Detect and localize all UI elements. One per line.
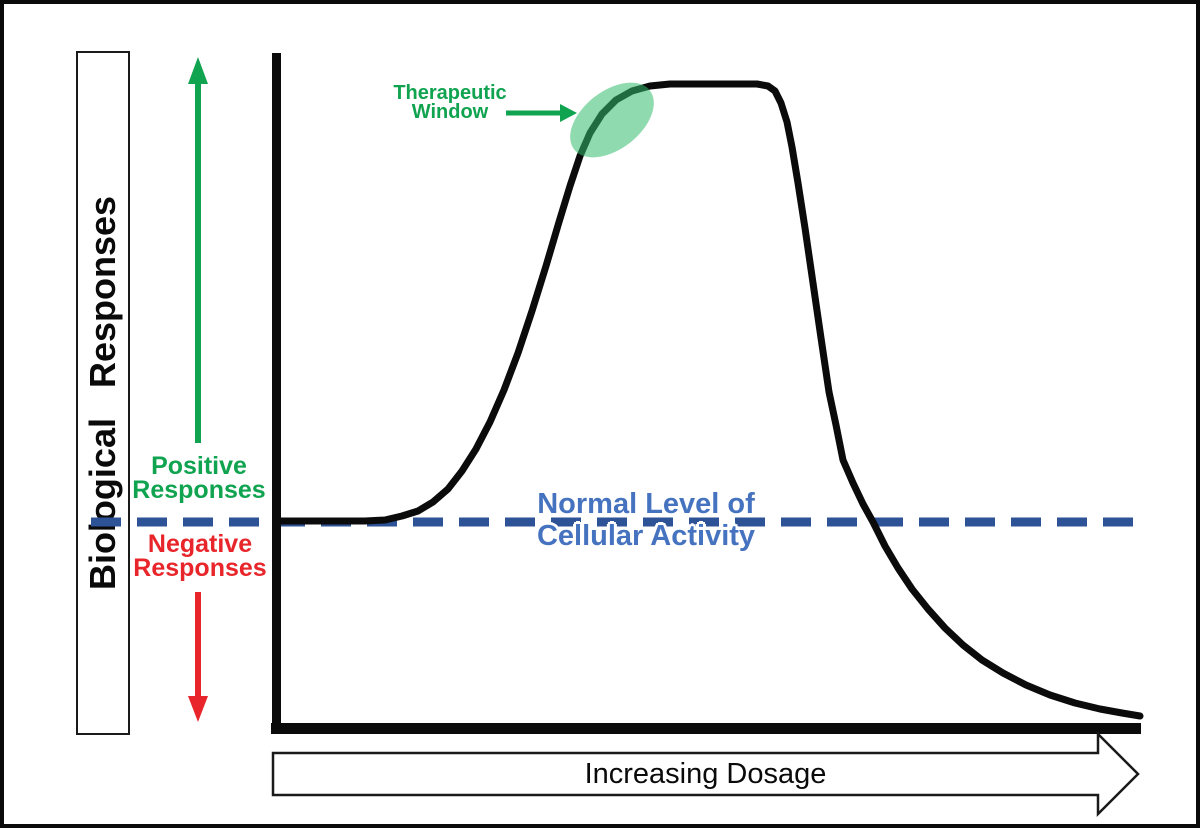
therapeutic-window-label: Therapeutic Window — [393, 82, 507, 123]
x-axis-label: Increasing Dosage — [584, 758, 827, 790]
y-axis-title-box: Biological Responses — [76, 51, 130, 735]
y-axis-line — [272, 53, 281, 734]
normal-level-label: Normal Level of Cellular Activity — [536, 488, 756, 552]
therapeutic-pointer-arrow-icon — [506, 104, 577, 122]
positive-direction-arrow-icon — [188, 57, 208, 443]
negative-direction-arrow-icon — [188, 592, 208, 722]
x-axis-line — [271, 723, 1141, 734]
dosage-arrow-shape — [271, 730, 1140, 818]
therapeutic-window-ellipse — [570, 82, 654, 158]
positive-responses-label: Positive Responses — [132, 452, 266, 504]
negative-responses-label: Negative Responses — [133, 530, 267, 582]
response-curve — [273, 80, 1144, 720]
